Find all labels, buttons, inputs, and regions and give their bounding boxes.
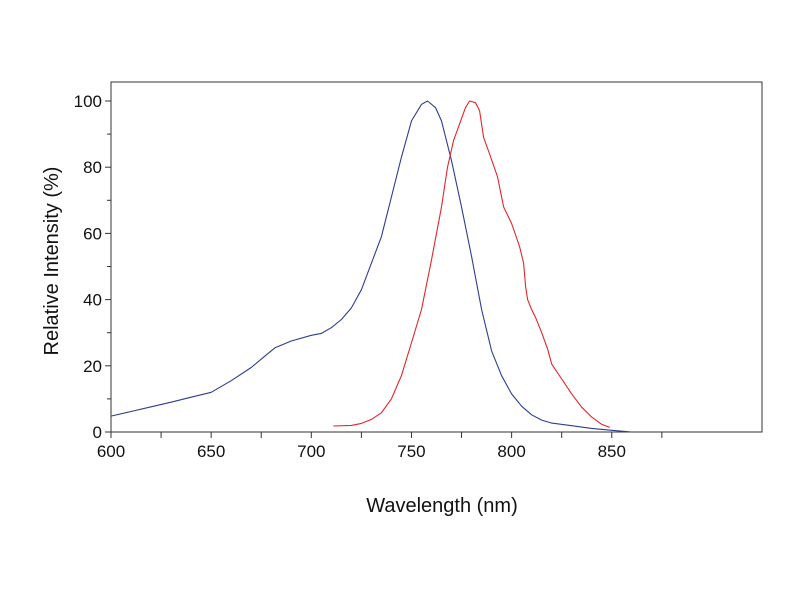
x-axis: 600 650 700 750 800 850 [97, 432, 663, 461]
y-tick-label: 100 [74, 92, 102, 111]
series-layer [110, 100, 632, 433]
y-tick-label: 20 [83, 357, 102, 376]
x-tick-label: 600 [97, 442, 125, 461]
y-axis: 0 20 40 60 80 100 [74, 92, 111, 442]
y-tick-label: 80 [83, 158, 102, 177]
y-tick-label: 0 [93, 423, 102, 442]
x-tick-label: 800 [497, 442, 525, 461]
x-tick-label: 850 [598, 442, 626, 461]
y-tick-label: 60 [83, 224, 102, 243]
x-axis-title: Wavelength (nm) [366, 495, 518, 517]
x-tick-label: 750 [397, 442, 425, 461]
series-line-2 [333, 100, 610, 428]
y-tick-label: 40 [83, 291, 102, 310]
plot-area-frame [110, 81, 763, 433]
x-tick-label: 650 [197, 442, 225, 461]
series-line-1 [110, 100, 632, 433]
y-axis-title: Relative Intensity (%) [41, 167, 63, 356]
x-tick-label: 700 [297, 442, 325, 461]
